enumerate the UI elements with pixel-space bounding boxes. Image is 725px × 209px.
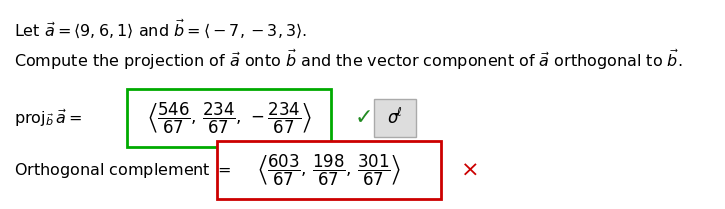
Text: $\left\langle \dfrac{546}{67},\, \dfrac{234}{67},\, -\dfrac{234}{67} \right\rang: $\left\langle \dfrac{546}{67},\, \dfrac{… [146, 100, 312, 136]
Text: ✓: ✓ [355, 108, 373, 128]
Text: $\times$: $\times$ [460, 160, 478, 180]
Text: Let $\vec{a} = \langle 9, 6, 1\rangle$ and $\vec{b} = \langle -7, -3, 3\rangle$.: Let $\vec{a} = \langle 9, 6, 1\rangle$ a… [14, 18, 307, 41]
Text: $\sigma^{\!\ell}$: $\sigma^{\!\ell}$ [387, 108, 403, 128]
Text: $\mathrm{proj}_{\vec{b}}\,\vec{a} =$: $\mathrm{proj}_{\vec{b}}\,\vec{a} =$ [14, 107, 82, 129]
Text: Orthogonal complement $=$: Orthogonal complement $=$ [14, 161, 231, 180]
FancyBboxPatch shape [374, 99, 416, 137]
Text: $\left\langle \dfrac{603}{67},\, \dfrac{198}{67},\, \dfrac{301}{67} \right\rangl: $\left\langle \dfrac{603}{67},\, \dfrac{… [257, 152, 401, 188]
Text: Compute the projection of $\vec{a}$ onto $\vec{b}$ and the vector component of $: Compute the projection of $\vec{a}$ onto… [14, 48, 682, 72]
FancyBboxPatch shape [127, 89, 331, 147]
FancyBboxPatch shape [217, 141, 441, 199]
